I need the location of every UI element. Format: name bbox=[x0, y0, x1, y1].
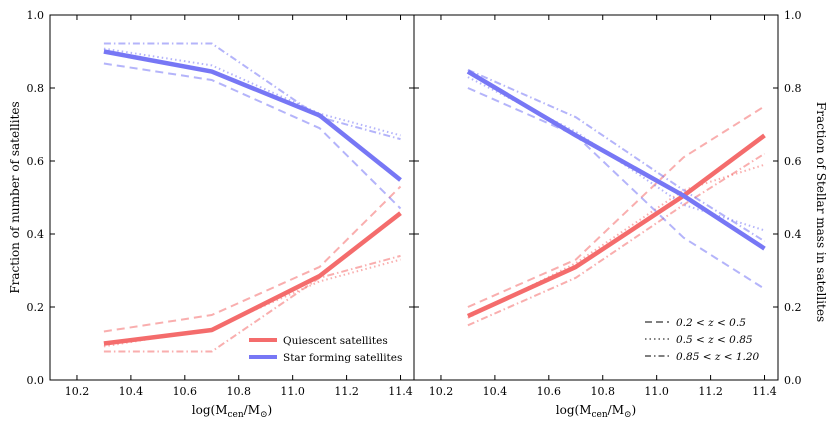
legend-label-quiescent: Quiescent satellites bbox=[283, 335, 388, 347]
left-series bbox=[103, 42, 402, 353]
right-series bbox=[466, 68, 766, 327]
y-tick-label: 0.2 bbox=[784, 301, 802, 314]
series-quiescent-0-2-z-0-5 bbox=[467, 105, 766, 308]
series-quiescent-all bbox=[103, 211, 402, 346]
series-star-forming-0-2-z-0-5 bbox=[103, 62, 402, 210]
series-quiescent-0-2-z-0-5 bbox=[103, 185, 402, 333]
x-tick-label: 11.0 bbox=[280, 385, 305, 398]
x-tick-label: 11.2 bbox=[698, 385, 723, 398]
right-y-ticks: 0.0 0.2 0.4 0.6 0.8 1.0 bbox=[414, 9, 802, 387]
y-tick-label: 0.8 bbox=[27, 82, 45, 95]
legend-label-z-high: 0.85 < z < 1.20 bbox=[676, 351, 760, 363]
y-tick-label: 0.4 bbox=[27, 228, 45, 241]
right-x-axis-label: log(Mcen/M⊙) bbox=[556, 403, 636, 420]
x-tick-label: 10.4 bbox=[483, 385, 508, 398]
y-tick-label: 0.0 bbox=[27, 374, 45, 387]
series-star-forming-all bbox=[103, 49, 402, 182]
y-tick-label: 0.4 bbox=[784, 228, 802, 241]
x-tick-label: 11.0 bbox=[644, 385, 669, 398]
series-star-forming-all bbox=[466, 69, 766, 251]
series-quiescent-0-85-z-1-20 bbox=[103, 254, 401, 353]
left-legend: Quiescent satellites Star forming satell… bbox=[249, 335, 402, 364]
x-tick-label: 10.4 bbox=[119, 385, 144, 398]
legend-label-z-mid: 0.5 < z < 0.85 bbox=[676, 334, 753, 346]
left-y-axis-label: Fraction of number of satellites bbox=[8, 101, 22, 293]
y-tick-label: 1.0 bbox=[784, 9, 802, 22]
left-y-ticks: 0.0 0.2 0.4 0.6 0.8 1.0 bbox=[27, 9, 414, 387]
series-star-forming-0-5-z-0-85 bbox=[467, 76, 765, 232]
series-quiescent-0-5-z-0-85 bbox=[103, 258, 401, 348]
right-panel: 10.2 10.4 10.6 10.8 11.0 11.2 11.4 0.00.20.40.… bbox=[413, 9, 828, 420]
series-star-forming-0-85-z-1-20 bbox=[467, 68, 766, 243]
series-quiescent-all bbox=[466, 133, 766, 319]
x-tick-label: 10.6 bbox=[173, 385, 198, 398]
series-quiescent-0-5-z-0-85 bbox=[467, 163, 765, 319]
legend-label-z-low: 0.2 < z < 0.5 bbox=[676, 317, 746, 329]
x-tick-label: 10.2 bbox=[429, 385, 454, 398]
x-tick-label: 10.6 bbox=[537, 385, 562, 398]
legend-label-star-forming: Star forming satellites bbox=[283, 352, 402, 364]
left-panel: 10.2 10.4 10.6 10.8 11.0 11.2 11.4 0.00.20.40.… bbox=[8, 9, 415, 420]
y-tick-label: 0.6 bbox=[27, 155, 45, 168]
x-tick-label: 10.8 bbox=[590, 385, 615, 398]
left-plot-frame bbox=[49, 14, 415, 381]
x-tick-label: 11.4 bbox=[388, 385, 413, 398]
x-tick-label: 10.8 bbox=[226, 385, 251, 398]
y-tick-label: 0.6 bbox=[784, 155, 802, 168]
x-tick-label: 11.4 bbox=[752, 385, 777, 398]
y-tick-label: 0.0 bbox=[784, 374, 802, 387]
right-x-ticks: 10.2 10.4 10.6 10.8 11.0 11.2 11.4 bbox=[429, 15, 777, 398]
x-tick-label: 11.2 bbox=[334, 385, 359, 398]
right-plot-frame bbox=[413, 14, 779, 381]
y-tick-label: 0.2 bbox=[27, 301, 45, 314]
left-x-axis-label: log(Mcen/M⊙) bbox=[192, 403, 272, 420]
series-quiescent-0-85-z-1-20 bbox=[467, 152, 766, 327]
right-legend: 0.2 < z < 0.5 0.5 < z < 0.85 0.85 < z < … bbox=[645, 317, 760, 363]
left-x-ticks: 10.2 10.4 10.6 10.8 11.0 11.2 11.4 bbox=[65, 15, 413, 398]
y-tick-label: 0.8 bbox=[784, 82, 802, 95]
right-y-axis-label: Fraction of Stellar mass in satellites bbox=[814, 102, 828, 322]
series-star-forming-0-2-z-0-5 bbox=[467, 87, 766, 290]
x-tick-label: 10.2 bbox=[65, 385, 90, 398]
series-star-forming-0-85-z-1-20 bbox=[103, 42, 401, 141]
series-star-forming-0-5-z-0-85 bbox=[103, 47, 401, 137]
y-tick-label: 1.0 bbox=[27, 9, 45, 22]
